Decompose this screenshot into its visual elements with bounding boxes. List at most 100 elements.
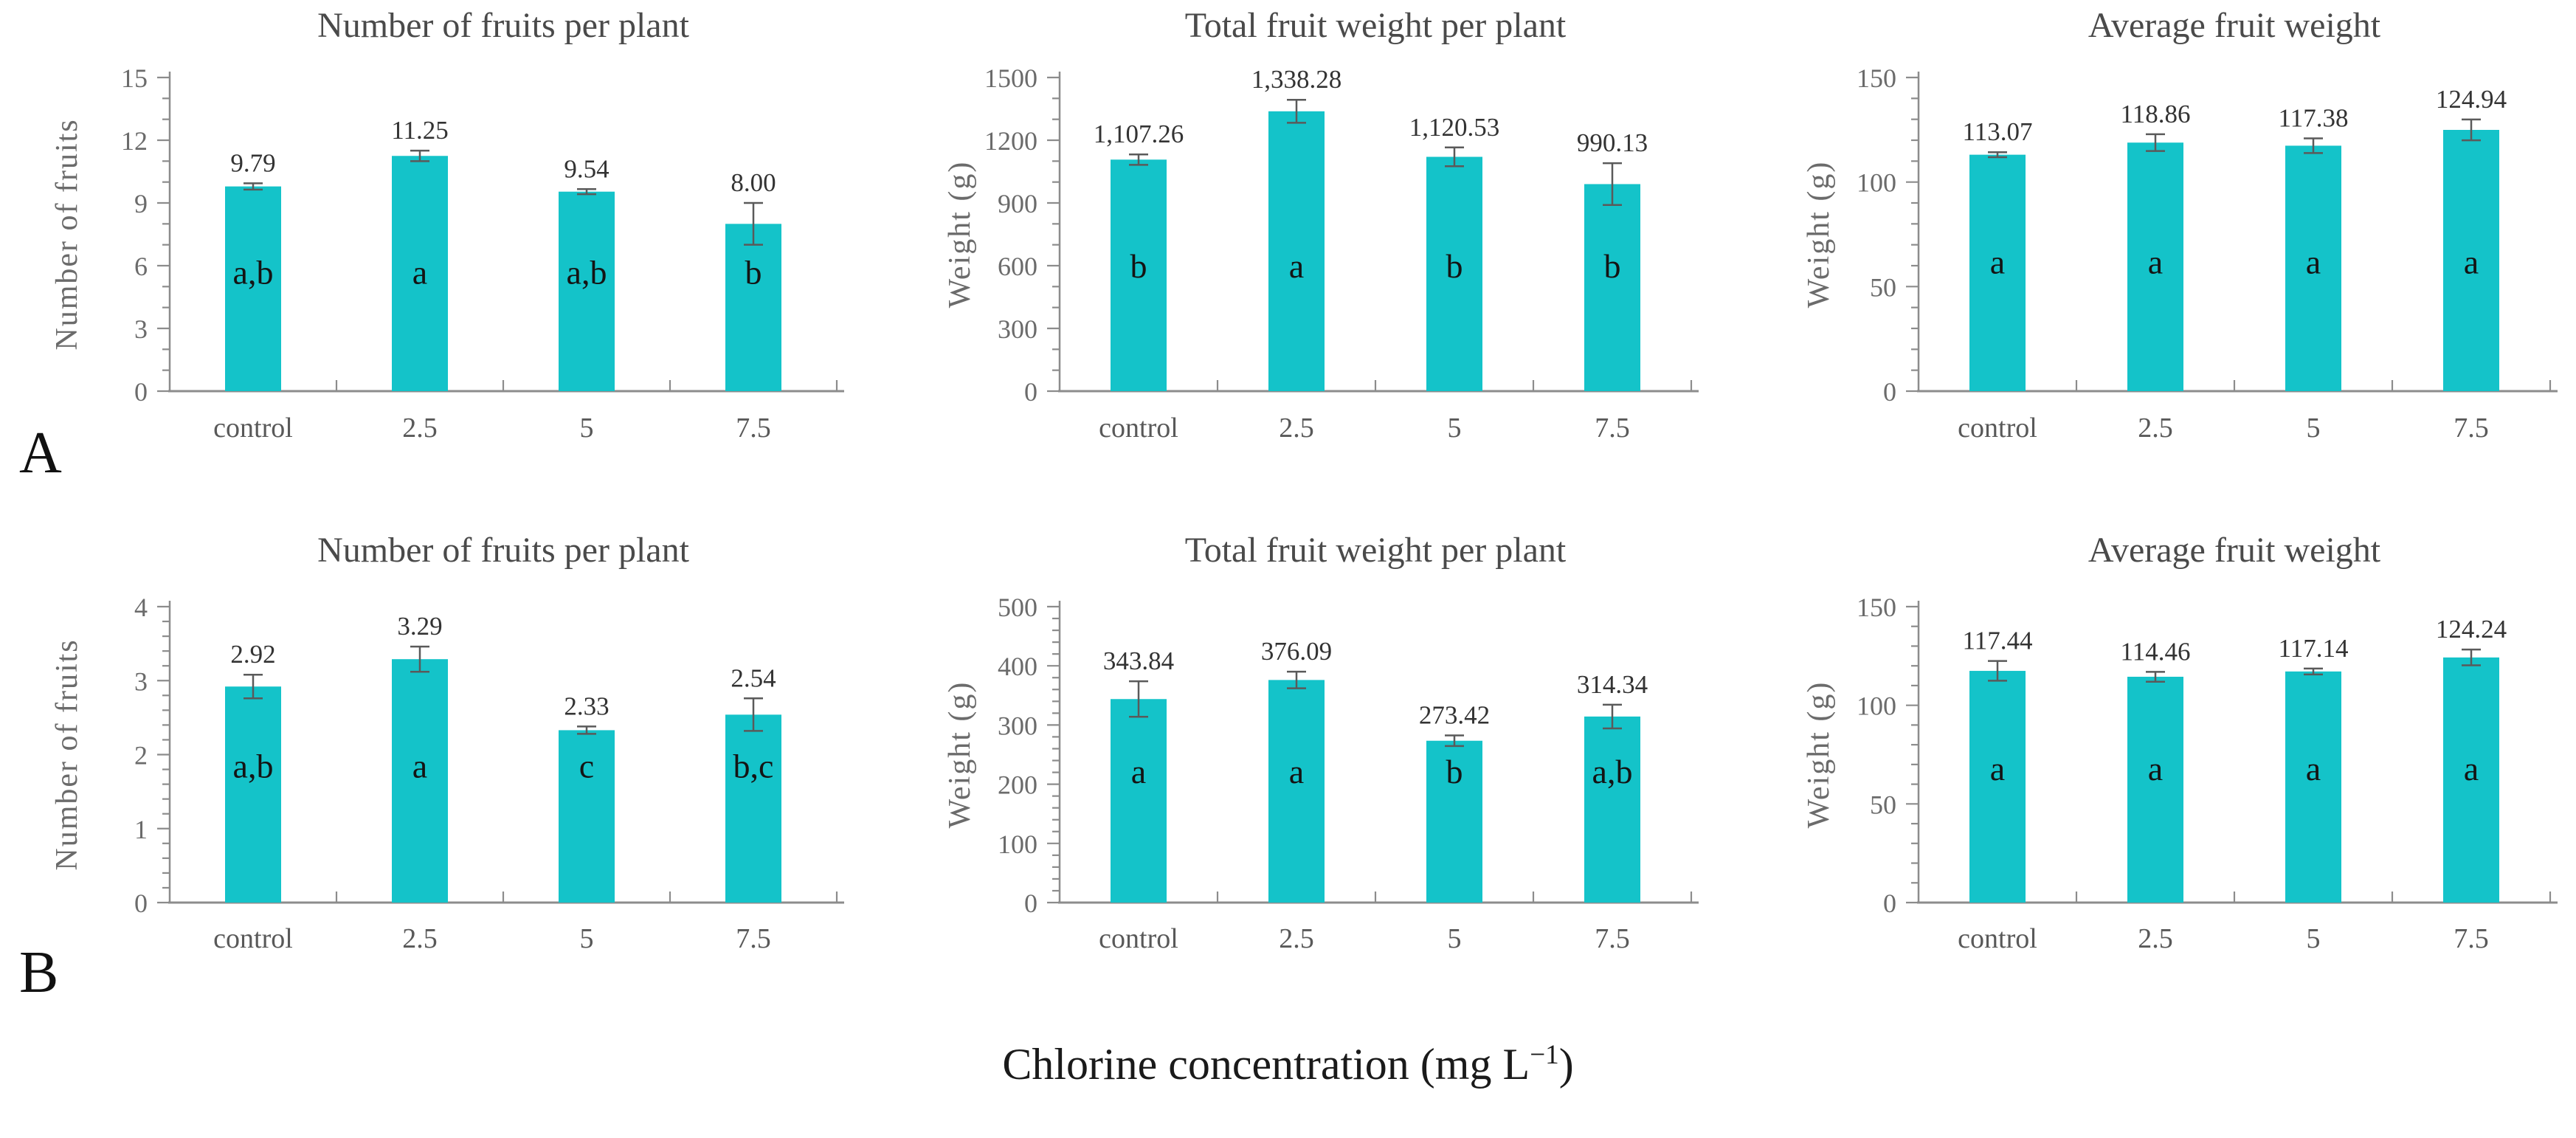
y-tick-label: 600 — [998, 252, 1037, 281]
significance-letter: a — [412, 254, 427, 292]
y-tick-label: 100 — [998, 830, 1037, 859]
category-label: control — [1958, 923, 2037, 954]
value-label: 2.54 — [731, 663, 776, 692]
bar-7.5 — [725, 224, 781, 391]
chart-title: Number of fruits per plant — [317, 6, 690, 45]
category-label: 2.5 — [402, 413, 438, 444]
category-label: 5 — [1448, 923, 1462, 954]
bar-5 — [559, 191, 615, 391]
y-tick-label: 200 — [998, 770, 1037, 800]
y-tick-label: 150 — [1857, 593, 1896, 622]
value-label: 114.46 — [2121, 637, 2191, 666]
error-bar — [244, 673, 263, 700]
category-label: control — [1099, 413, 1178, 444]
error-bar — [1603, 703, 1622, 730]
category-label: 7.5 — [2454, 413, 2489, 444]
error-bar — [744, 697, 763, 732]
significance-letter: b — [1604, 247, 1621, 285]
y-tick-label: 0 — [1024, 889, 1037, 918]
bar-7.5 — [725, 714, 781, 903]
significance-letter: a — [1289, 247, 1304, 285]
significance-letter: a — [2464, 243, 2479, 280]
category-label: 7.5 — [736, 413, 771, 444]
category-label: 5 — [2307, 923, 2321, 954]
bar-2.5 — [1268, 111, 1325, 391]
y-tick-label: 300 — [998, 711, 1037, 740]
y-tick-label: 300 — [998, 314, 1037, 344]
y-tick-label: 0 — [134, 377, 148, 407]
value-label: 314.34 — [1577, 670, 1648, 699]
value-label: 3.29 — [397, 612, 442, 641]
significance-letter: b — [1446, 247, 1463, 285]
error-bar — [244, 182, 263, 191]
y-tick-label: 15 — [121, 63, 148, 93]
bar-control — [1969, 671, 2026, 903]
error-bar — [2462, 648, 2481, 666]
error-bar — [410, 645, 429, 673]
error-bar — [1129, 153, 1148, 166]
significance-letter: c — [579, 748, 594, 785]
category-label: 7.5 — [1595, 923, 1630, 954]
y-tick-label: 12 — [121, 126, 148, 156]
y-axis-label: Weight (g) — [1802, 681, 1836, 829]
bar-7.5 — [2443, 130, 2499, 391]
error-bar — [2146, 671, 2165, 683]
bar-5 — [1426, 156, 1482, 392]
significance-letter: a,b — [567, 254, 607, 292]
error-bar — [1129, 680, 1148, 718]
bar-2.5 — [2127, 142, 2183, 392]
y-tick-label: 400 — [998, 652, 1037, 681]
chart-A3-average-fruit-weight: Average fruit weight Weight (g) 0 50 100 150 1… — [1802, 6, 2558, 444]
significance-letter: b — [745, 254, 762, 292]
y-tick-label: 900 — [998, 189, 1037, 218]
chart-title: Total fruit weight per plant — [1185, 531, 1567, 570]
y-tick-label: 150 — [1857, 63, 1896, 93]
y-tick-label: 1 — [134, 815, 148, 844]
y-tick-label: 4 — [134, 593, 148, 622]
shared-x-axis-label-suffix: ) — [1558, 1040, 1574, 1089]
value-label: 117.14 — [2279, 634, 2349, 663]
significance-letter: a,b — [1592, 753, 1633, 790]
bar-5 — [2285, 145, 2341, 391]
y-axis-label: Weight (g) — [943, 161, 977, 308]
shared-x-axis-label-text: Chlorine concentration (mg L — [1002, 1040, 1530, 1089]
bar-7.5 — [1584, 184, 1640, 391]
bar-5 — [1426, 740, 1482, 903]
value-label: 9.79 — [230, 148, 275, 177]
chart-A2-total-fruit-weight-per-plant: Total fruit weight per plant Weight (g) 0 3… — [943, 6, 1699, 444]
bar-5 — [2285, 671, 2341, 903]
value-label: 11.25 — [391, 116, 448, 145]
value-label: 124.24 — [2436, 615, 2507, 644]
chart-title: Number of fruits per plant — [317, 531, 690, 570]
y-tick-label: 50 — [1870, 790, 1896, 819]
significance-letter: b — [1130, 247, 1147, 285]
y-tick-label: 0 — [1883, 889, 1896, 918]
value-label: 117.44 — [1963, 627, 2033, 655]
category-label: 7.5 — [1595, 413, 1630, 444]
y-axis-label: Weight (g) — [1802, 161, 1836, 308]
y-axis-label: Number of fruits — [50, 638, 84, 870]
value-label: 117.38 — [2279, 104, 2349, 133]
chart-B2-total-fruit-weight-per-plant: Total fruit weight per plant Weight (g) 0 1… — [943, 531, 1699, 954]
chart-B3-average-fruit-weight: Average fruit weight Weight (g) 0 50 100 150 1… — [1802, 531, 2558, 954]
error-bar — [1603, 162, 1622, 207]
category-label: 7.5 — [736, 923, 771, 954]
value-label: 990.13 — [1577, 128, 1648, 157]
value-label: 1,107.26 — [1094, 120, 1184, 148]
category-label: 2.5 — [2138, 413, 2173, 444]
panel-label-b: B — [19, 940, 59, 1005]
y-tick-label: 100 — [1857, 168, 1896, 198]
y-axis-label: Weight (g) — [943, 681, 977, 829]
error-bar — [1988, 660, 2007, 682]
y-tick-label: 1200 — [984, 126, 1037, 156]
category-label: control — [213, 923, 293, 954]
error-bar — [1287, 670, 1306, 689]
y-tick-label: 100 — [1857, 692, 1896, 721]
y-axis-label: Number of fruits — [50, 118, 84, 350]
value-label: 2.92 — [230, 640, 275, 669]
chart-A1-number-of-fruits-per-plant: Number of fruits per plant Number of frui… — [50, 6, 844, 444]
y-tick-label: 3 — [134, 314, 148, 344]
y-tick-label: 0 — [1024, 377, 1037, 407]
category-label: 2.5 — [1279, 923, 1314, 954]
bar-control — [225, 186, 281, 391]
